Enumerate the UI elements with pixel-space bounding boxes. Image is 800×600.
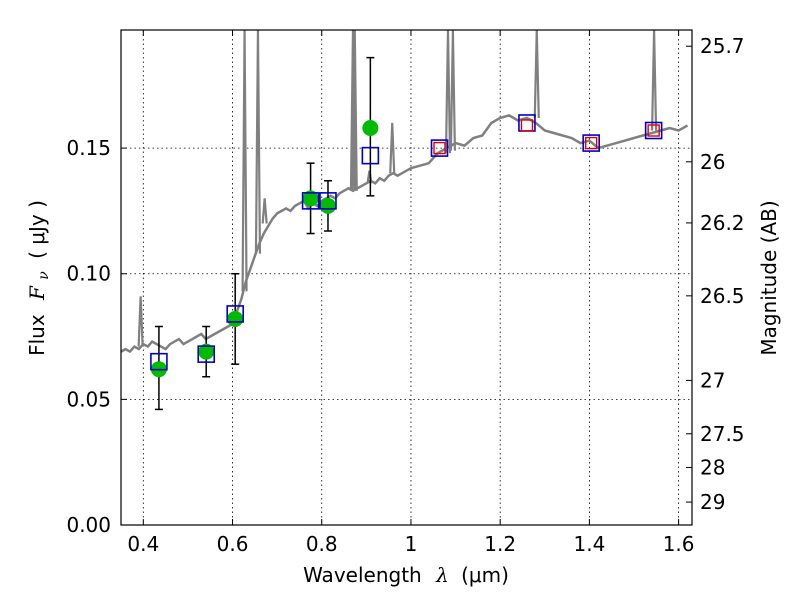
y-axis-label-symbol: F	[25, 285, 49, 301]
y-tick-label: 0.00	[66, 513, 111, 537]
model-square	[301, 192, 320, 210]
model-square	[361, 146, 380, 165]
ir-square	[433, 141, 446, 155]
x-tick-label: 0.8	[306, 532, 338, 556]
model-square	[430, 139, 449, 157]
model-square	[197, 345, 216, 363]
emission-spike	[137, 296, 144, 347]
model-square	[644, 121, 663, 140]
y-tick-label: 0.05	[66, 387, 111, 411]
mag-tick-label: 26.2	[700, 211, 745, 235]
emission-spike	[254, 29, 262, 254]
ir-square	[520, 119, 534, 132]
mag-tick-label: 26.5	[700, 284, 745, 308]
y2-axis-label: Magnitude (AB)	[757, 200, 781, 355]
plot-frame	[120, 29, 693, 526]
spectrum-line	[120, 114, 689, 354]
mag-tick-label: 27.5	[700, 422, 745, 446]
emission-spike	[389, 122, 396, 174]
emission-spike	[261, 198, 268, 224]
mag-tick-label: 29	[700, 490, 725, 514]
x-axis-label: Wavelength λ (μm)	[303, 563, 509, 587]
mag-tick-label: 26	[700, 150, 725, 174]
ir-square	[584, 136, 598, 150]
mag-tick-label: 27	[700, 368, 725, 392]
model-square	[319, 192, 337, 210]
tick-layer: 0.4 0.6 0.8 1 1.2 1.4 1.6 0.00 0.05 0.10 0.15 25.7 2…	[66, 30, 745, 556]
x-axis-label-unit: (μm)	[461, 563, 509, 587]
spectrum-layer	[120, 29, 689, 354]
grid	[121, 30, 692, 525]
model-square	[150, 352, 168, 371]
x-tick-label: 1.6	[663, 532, 695, 556]
emission-spike	[241, 29, 248, 292]
y-axis-label-text: Flux	[25, 314, 49, 356]
ir-square	[647, 124, 660, 137]
observed-point	[319, 197, 336, 214]
emission-spike	[449, 29, 456, 151]
emission-spike	[650, 29, 658, 131]
x-tick-label: 0.4	[127, 532, 159, 556]
marker-layer	[150, 114, 663, 378]
model-square	[226, 305, 244, 323]
observed-point	[227, 310, 244, 327]
y-axis-label-unit: ( μJy )	[25, 200, 49, 259]
model-square	[582, 134, 600, 152]
y-axis-label: Flux F ν ( μJy )	[25, 200, 53, 356]
emission-spike	[444, 29, 452, 154]
x-tick-label: 1	[405, 532, 418, 556]
x-tick-label: 1.4	[573, 532, 605, 556]
mag-tick-label: 25.7	[700, 34, 745, 58]
y-tick-label: 0.10	[66, 262, 111, 286]
observed-point	[362, 119, 379, 136]
emission-spike	[533, 29, 540, 118]
x-tick-label: 0.6	[217, 532, 249, 556]
mag-tick-label: 28	[700, 455, 725, 479]
x-axis-label-symbol: λ	[435, 563, 449, 587]
x-axis-label-text: Wavelength	[303, 563, 422, 587]
x-tick-label: 1.2	[484, 532, 516, 556]
y-axis-label-symbol-sub: ν	[36, 271, 52, 280]
y-tick-label: 0.15	[66, 136, 111, 160]
